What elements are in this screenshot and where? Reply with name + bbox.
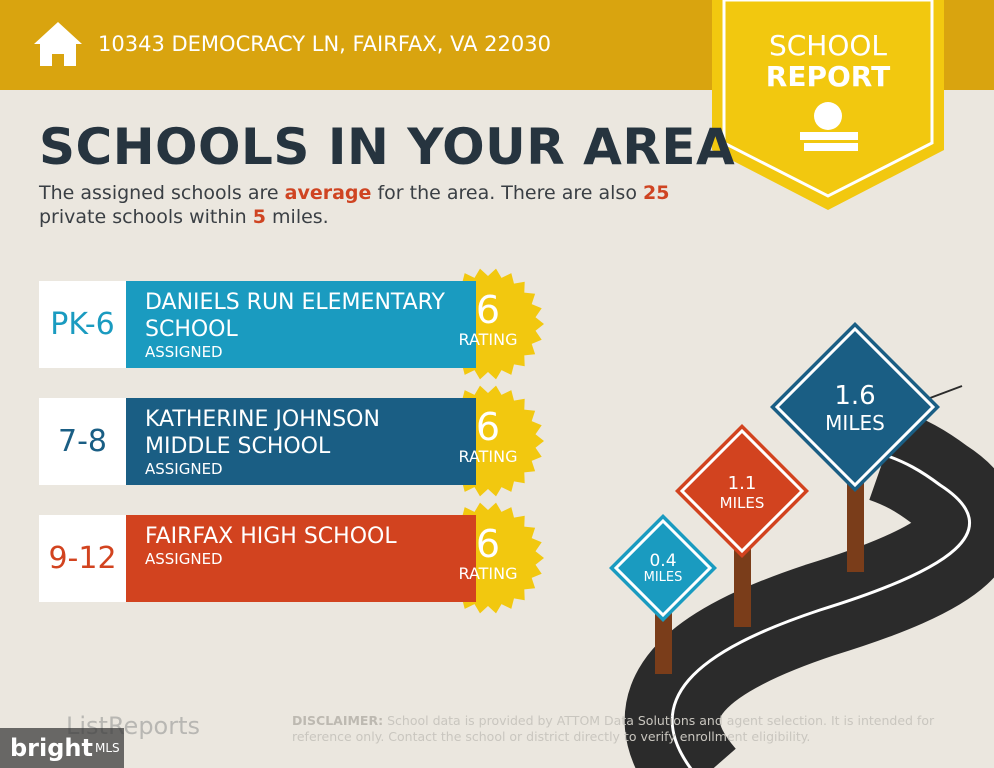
sign-posts: [655, 480, 864, 674]
sign-unit: MILES: [825, 411, 885, 436]
school-band: KATHERINE JOHNSON MIDDLE SCHOOL ASSIGNED: [126, 398, 476, 485]
school-name: FAIRFAX HIGH SCHOOL ASSIGNED: [145, 523, 445, 568]
sign-border: [774, 326, 936, 488]
rating-value: 6: [475, 288, 501, 332]
school-name: DANIELS RUN ELEMENTARY SCHOOL ASSIGNED: [145, 289, 445, 361]
text: The assigned schools are: [39, 182, 279, 204]
highlight: average: [284, 182, 372, 204]
apple-icon: [800, 102, 858, 151]
sign: [609, 514, 717, 622]
sign-distance: 1.6: [834, 381, 876, 412]
grade: 7-8: [39, 398, 126, 485]
rating: 6 RATING: [433, 290, 543, 349]
sign-distance: 0.4: [649, 550, 677, 571]
summary: The assigned schools are average for the…: [39, 181, 719, 229]
rating-label: RATING: [458, 564, 518, 583]
text: miles.: [272, 206, 329, 228]
school-band: DANIELS RUN ELEMENTARY SCHOOL ASSIGNED: [126, 281, 476, 368]
disclaimer: DISCLAIMER: School data is provided by A…: [292, 713, 952, 745]
sign-unit: MILES: [719, 493, 765, 512]
disclaimer-label: DISCLAIMER:: [292, 713, 384, 728]
watermark-suffix: MLS: [94, 741, 120, 755]
rating-label: RATING: [458, 330, 518, 349]
grade: 9-12: [39, 515, 126, 602]
disclaimer-text: School data is provided by ATTOM Data So…: [292, 713, 935, 744]
highlight: 5: [252, 206, 266, 228]
rating-label: RATING: [458, 447, 518, 466]
home-icon: [34, 22, 82, 66]
sign-distance: 1.1: [727, 472, 757, 494]
address: 10343 DEMOCRACY LN, FAIRFAX, VA 22030: [98, 32, 551, 56]
sign-text: 0.4 MILES: [603, 550, 723, 586]
badge-line: SCHOOL: [768, 29, 888, 62]
badge-text: SCHOOL REPORT: [712, 30, 944, 92]
school-title: DANIELS RUN ELEMENTARY SCHOOL: [145, 290, 445, 342]
school-status: ASSIGNED: [145, 343, 223, 361]
badge-line: REPORT: [765, 60, 891, 93]
grade: PK-6: [39, 281, 126, 368]
rating: 6 RATING: [433, 407, 543, 466]
sign: [770, 322, 940, 492]
highlight: 25: [643, 182, 670, 204]
school-band: FAIRFAX HIGH SCHOOL ASSIGNED: [126, 515, 476, 602]
sign-text: 1.6 MILES: [795, 381, 915, 436]
school-status: ASSIGNED: [145, 550, 223, 568]
sign: [675, 424, 809, 558]
school-title: FAIRFAX HIGH SCHOOL: [145, 524, 397, 549]
school-status: ASSIGNED: [145, 460, 223, 478]
sign-text: 1.1 MILES: [682, 472, 802, 512]
school-name: KATHERINE JOHNSON MIDDLE SCHOOL ASSIGNED: [145, 406, 445, 478]
sign-border: [613, 518, 713, 618]
title: SCHOOLS IN YOUR AREA: [39, 118, 736, 176]
sign-border: [679, 428, 805, 554]
rating: 6 RATING: [433, 524, 543, 583]
road: [624, 385, 994, 768]
badge-outline: [722, 0, 934, 198]
text: private schools within: [39, 206, 247, 228]
sign-unit: MILES: [643, 570, 683, 586]
rating-value: 6: [475, 522, 501, 566]
school-title: KATHERINE JOHNSON MIDDLE SCHOOL: [145, 407, 380, 459]
watermark-brand: bright: [10, 734, 93, 762]
rating-value: 6: [475, 405, 501, 449]
watermark: bright MLS: [0, 728, 124, 768]
text: for the area. There are also: [377, 182, 637, 204]
